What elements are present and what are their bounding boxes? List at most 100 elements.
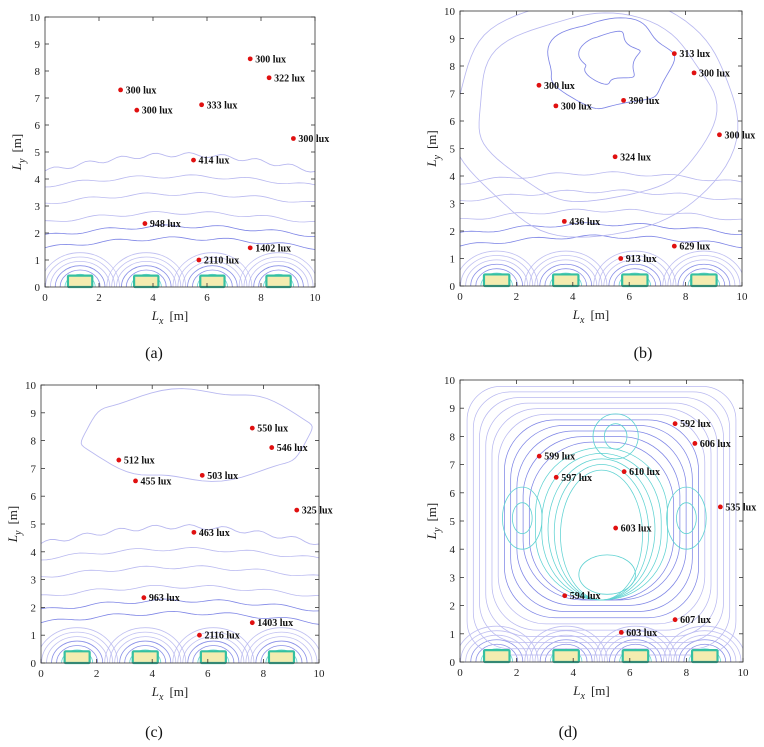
contour-ring	[528, 441, 675, 601]
contour-band	[460, 234, 742, 249]
point-label: 300 lux	[699, 68, 730, 79]
y-tick-label: 3	[35, 201, 41, 213]
x-tick-label: 4	[150, 292, 156, 304]
contour-arc	[61, 649, 94, 663]
contour-lines	[460, 11, 742, 286]
measurement-point	[269, 445, 275, 450]
y-tick-label: 6	[450, 116, 456, 128]
contour-arc	[614, 643, 657, 662]
contour-arc	[683, 643, 727, 662]
measurement-point	[249, 620, 255, 626]
contour-arc	[673, 634, 737, 662]
window-3	[199, 274, 226, 289]
contour-band	[41, 565, 319, 578]
point-label: 597 lux	[561, 473, 592, 484]
contour-ring	[497, 413, 706, 625]
point-label: 948 lux	[150, 219, 181, 230]
y-tick-label: 7	[450, 460, 456, 472]
contour-arc	[480, 272, 513, 286]
y-tick-label: 3	[450, 199, 456, 211]
x-tick-label: 2	[94, 668, 100, 680]
contour-arc	[529, 255, 603, 286]
point-label: 913 lux	[626, 254, 657, 265]
point-label: 607 lux	[680, 615, 711, 626]
measurement-point	[141, 595, 147, 601]
x-tick-label: 10	[314, 668, 326, 680]
window-3	[199, 650, 227, 665]
point-label: 1402 lux	[255, 243, 291, 254]
contour-arc	[672, 259, 736, 286]
y-tick-label: 9	[450, 34, 456, 46]
contour-island	[511, 502, 533, 535]
contour-arc	[603, 634, 667, 662]
contour-band	[45, 224, 315, 237]
x-tick-label: 2	[514, 291, 520, 303]
x-tick-label: 10	[737, 291, 749, 303]
contour-arc	[41, 631, 114, 663]
measurement-point	[672, 421, 678, 427]
y-tick-label: 4	[31, 547, 37, 559]
y-tick-label: 10	[444, 375, 456, 387]
measurement-point	[247, 245, 253, 251]
point-label: 300 lux	[561, 101, 592, 112]
point-label: 455 lux	[141, 476, 172, 487]
contour-island	[578, 554, 636, 595]
contour-arc	[51, 640, 104, 663]
point-label: 300 lux	[724, 130, 755, 141]
x-axis-label: Lx [m]	[572, 307, 609, 326]
contour-arc	[46, 636, 109, 663]
measurement-point	[671, 243, 677, 249]
window-3	[621, 649, 650, 664]
contour-arc	[475, 643, 519, 662]
contour-dome	[41, 524, 319, 546]
y-tick-label: 5	[450, 144, 456, 156]
contour-island	[502, 486, 543, 550]
x-tick-label: 8	[683, 291, 689, 303]
point-label: 300 lux	[126, 85, 157, 96]
measurement-point	[553, 103, 559, 109]
contour-band	[45, 192, 315, 204]
contour-arc	[598, 255, 672, 286]
contour-ring	[560, 469, 643, 601]
contour-arc	[265, 649, 298, 663]
contour-ring	[472, 391, 731, 650]
window-1	[66, 274, 94, 289]
point-label: 313 lux	[679, 49, 710, 60]
point-label: 535 lux	[725, 502, 756, 513]
measurement-point	[199, 472, 205, 478]
panel-label: (d)	[559, 724, 578, 741]
point-label: 1403 lux	[257, 618, 293, 629]
measurement-point	[118, 87, 123, 93]
measurement-point	[134, 107, 140, 113]
point-label: 550 lux	[257, 424, 288, 435]
contour-band	[41, 585, 319, 597]
y-tick-label: 2	[450, 226, 456, 238]
contour-arc	[667, 255, 741, 286]
point-label: 324 lux	[620, 152, 651, 163]
window-2	[552, 649, 580, 664]
x-tick-label: 6	[627, 667, 633, 679]
measurement-point	[717, 504, 723, 510]
y-tick-label: 4	[450, 544, 456, 556]
contour-island	[676, 502, 697, 535]
y-axis-label: Ly[m]	[424, 130, 443, 167]
y-tick-label: 1	[450, 629, 456, 641]
measurement-point	[247, 56, 253, 62]
y-tick-label: 9	[450, 403, 456, 415]
contour-island	[666, 486, 707, 550]
contour-arc	[182, 636, 245, 663]
contour-arc	[253, 265, 304, 287]
measurement-point	[142, 221, 148, 226]
y-tick-label: 3	[31, 575, 37, 587]
contour-island	[592, 413, 639, 460]
x-axis-label: Lx [m]	[572, 683, 609, 702]
y-tick-label: 0	[31, 658, 37, 670]
point-label: 503 lux	[207, 471, 238, 482]
y-tick-label: 8	[31, 436, 37, 448]
point-label: 592 lux	[680, 419, 711, 430]
window-1	[482, 273, 511, 288]
y-tick-label: 2	[450, 601, 456, 613]
contour-arc	[465, 634, 529, 662]
contour-arc	[197, 649, 230, 663]
contour-band	[460, 222, 742, 235]
